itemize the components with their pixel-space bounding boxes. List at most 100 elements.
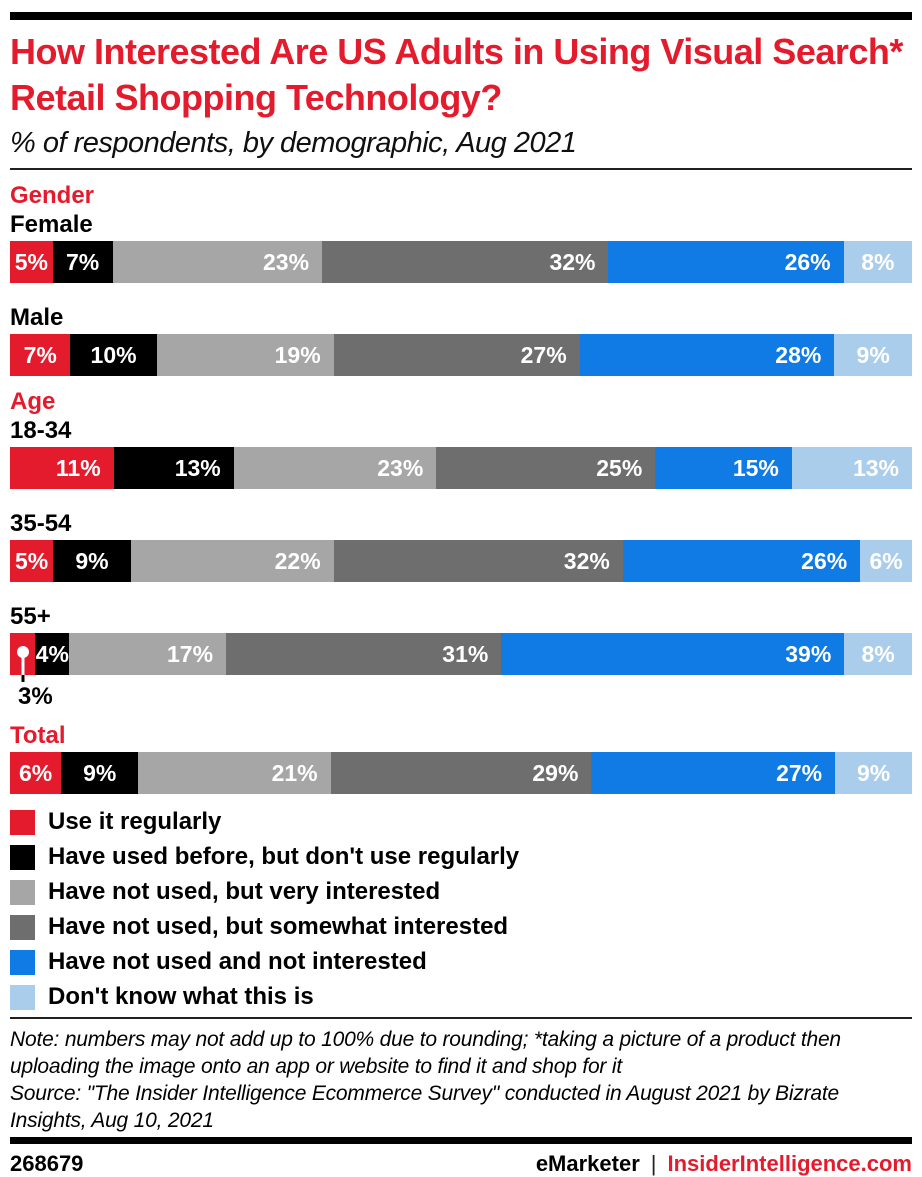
segment-value-label: 9% — [856, 341, 890, 368]
note-text: Note: numbers may not add up to 100% due… — [10, 1028, 841, 1078]
legend-item-have-not-used-but-somewhat-interested: Have not used, but somewhat interested — [10, 914, 912, 940]
note-divider — [10, 1017, 912, 1019]
segment-value-label: 7% — [23, 341, 57, 368]
segment-value-label: 19% — [274, 341, 321, 368]
legend-swatch-icon — [10, 844, 35, 870]
bar-segment-use-it-regularly: 5% — [10, 241, 53, 283]
row-label-55: 55+ — [10, 603, 51, 630]
bar-segment-don-t-know-what-this-is: 8% — [844, 633, 912, 675]
bar-segment-have-not-used-but-somewhat-interested: 25% — [436, 447, 656, 489]
bar-segment-have-used-before-but-don-t-use-regularly: 7% — [52, 241, 113, 283]
segment-value-label: 4% — [35, 640, 69, 667]
segment-value-label: 5% — [14, 547, 49, 574]
legend-label: Have not used, but very interested — [48, 878, 441, 905]
segment-value-label: 26% — [784, 248, 831, 275]
footer-separator: | — [650, 1151, 657, 1176]
bar-segment-have-not-used-but-very-interested: 23% — [112, 241, 323, 283]
bar-segment-have-not-used-and-not-interested: 26% — [622, 540, 861, 582]
chart-subtitle: % of respondents, by demographic, Aug 20… — [10, 127, 577, 159]
segment-value-label: 9% — [83, 759, 117, 786]
segment-value-label: 27% — [776, 759, 823, 786]
bar-segment-have-not-used-but-somewhat-interested: 32% — [322, 241, 609, 283]
legend-swatch-icon — [10, 809, 35, 835]
segment-value-label: 13% — [852, 454, 899, 481]
bar-segment-have-not-used-and-not-interested: 28% — [579, 334, 835, 376]
legend-swatch-icon — [10, 914, 35, 940]
segment-value-label: 32% — [563, 547, 610, 574]
bar-segment-use-it-regularly: 5% — [10, 540, 54, 582]
legend-swatch-icon — [10, 949, 35, 975]
segment-value-label: 27% — [520, 341, 567, 368]
callout-dot — [16, 646, 29, 658]
segment-value-label: 39% — [785, 640, 832, 667]
bar-segment-don-t-know-what-this-is: 9% — [835, 752, 913, 794]
legend-item-use-it-regularly: Use it regularly — [10, 809, 912, 835]
segment-value-label: 15% — [732, 454, 779, 481]
segment-value-label: 11% — [55, 454, 101, 481]
brand-emarketer: eMarketer — [535, 1151, 640, 1176]
bar-male: 7% 10% 19% 27% 28% 9% — [10, 334, 912, 376]
legend-label: Have not used and not interested — [48, 948, 427, 975]
segment-value-label: 28% — [775, 341, 822, 368]
bar-segment-have-used-before-but-don-t-use-regularly: 4% — [35, 633, 70, 675]
bar-segment-have-used-before-but-don-t-use-regularly: 9% — [61, 752, 139, 794]
segment-value-label: 25% — [596, 454, 643, 481]
segment-value-label: 17% — [167, 640, 214, 667]
bar-segment-have-not-used-but-very-interested: 22% — [130, 540, 334, 582]
page-title: How Interested Are US Adults in Using Vi… — [10, 31, 903, 118]
bar-segment-have-used-before-but-don-t-use-regularly: 13% — [113, 447, 234, 489]
segment-value-label: 9% — [75, 547, 109, 574]
bar-55: 4% 17% 31% 39% 8% — [10, 633, 912, 682]
legend-item-don-t-know-what-this-is: Don't know what this is — [10, 984, 912, 1010]
chart-rows: Gender Female 5% 7% 23% 32% 26% 8% Male 7% 10% 19% 2… — [10, 182, 913, 794]
callout-value-label: 3% — [18, 683, 53, 710]
header-divider — [10, 168, 912, 170]
bar-segment-have-not-used-and-not-interested: 15% — [655, 447, 792, 489]
bar-segment-don-t-know-what-this-is: 9% — [834, 334, 912, 376]
source-text: Source: "The Insider Intelligence Ecomme… — [10, 1082, 840, 1132]
row-label-35-54: 35-54 — [10, 510, 72, 537]
bar-segment-don-t-know-what-this-is: 6% — [860, 540, 912, 582]
bar-segment-have-not-used-but-somewhat-interested: 29% — [330, 752, 592, 794]
brand-insider-intelligence: InsiderIntelligence.com — [667, 1151, 912, 1176]
bar-segment-have-not-used-and-not-interested: 39% — [501, 633, 845, 675]
chart-legend: Use it regularly Have used before, but do… — [10, 809, 912, 1010]
bar-segment-have-not-used-but-very-interested: 17% — [69, 633, 227, 675]
segment-value-label: 5% — [14, 248, 48, 275]
section-label-total: Total — [10, 722, 66, 749]
legend-label: Use it regularly — [48, 808, 222, 835]
legend-swatch-icon — [10, 879, 35, 905]
segment-value-label: 7% — [66, 248, 100, 275]
bar-segment-have-not-used-but-very-interested: 19% — [156, 334, 334, 376]
bar-segment-have-not-used-but-very-interested: 21% — [138, 752, 331, 794]
callout-stem — [21, 655, 25, 675]
segment-value-label: 8% — [861, 248, 895, 275]
legend-swatch-icon — [10, 984, 35, 1010]
bar-segment-have-not-used-but-somewhat-interested: 31% — [226, 633, 502, 675]
segment-value-label: 6% — [869, 547, 903, 574]
row-label-18-34: 18-34 — [10, 417, 72, 444]
bar-segment-have-used-before-but-don-t-use-regularly: 10% — [70, 334, 157, 376]
segment-value-label: 6% — [19, 759, 53, 786]
segment-value-label: 9% — [856, 759, 891, 786]
callout-stem-lower — [21, 675, 25, 682]
legend-label: Have not used, but somewhat interested — [48, 913, 509, 940]
section-label-gender: Gender — [10, 182, 95, 209]
bar-segment-don-t-know-what-this-is: 8% — [843, 241, 912, 283]
section-label-age: Age — [10, 388, 56, 415]
footer-brands: eMarketer | InsiderIntelligence.com — [536, 1151, 912, 1177]
note-block: Note: numbers may not add up to 100% due… — [10, 1026, 912, 1134]
row-label-male: Male — [10, 304, 64, 331]
bar-segment-use-it-regularly: 11% — [10, 447, 114, 489]
bar-segment-have-not-used-but-very-interested: 23% — [233, 447, 437, 489]
legend-item-have-used-before-but-don-t-use-regularly: Have used before, but don't use regularl… — [10, 844, 912, 870]
row-label-female: Female — [10, 211, 93, 238]
bar-segment-use-it-regularly: 7% — [10, 334, 71, 376]
footer-rule — [10, 1137, 912, 1144]
footer: 268679 eMarketer | InsiderIntelligence.c… — [10, 1151, 912, 1177]
legend-item-have-not-used-but-very-interested: Have not used, but very interested — [10, 879, 912, 905]
legend-item-have-not-used-and-not-interested: Have not used and not interested — [10, 949, 912, 975]
segment-value-label: 8% — [861, 640, 895, 667]
bar-segment-use-it-regularly — [10, 633, 36, 682]
segment-value-label: 32% — [549, 248, 596, 275]
